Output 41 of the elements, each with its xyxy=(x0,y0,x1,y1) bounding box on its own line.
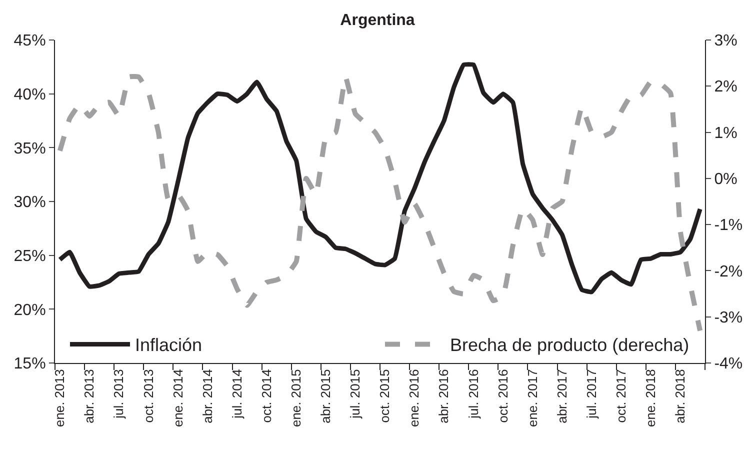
y2-tick-label: -2% xyxy=(714,263,743,280)
y2-tick-label: -1% xyxy=(714,217,743,234)
y2-tick-label: 1% xyxy=(714,124,738,142)
y2-tick-label: 3% xyxy=(714,32,738,50)
x-tick-label: jul. 2016 xyxy=(466,369,481,420)
x-tick-label: oct. 2014 xyxy=(258,369,274,423)
x-tick-label: abr. 2015 xyxy=(318,369,334,424)
x-tick-label: ene. 2016 xyxy=(406,369,422,428)
y-tick-label: 40% xyxy=(14,86,46,104)
x-tick-label: jul. 2014 xyxy=(229,369,244,420)
x-tick-label: ene. 2018 xyxy=(643,369,658,428)
y-tick-label: 15% xyxy=(14,356,46,373)
x-tick-label: abr. 2013 xyxy=(82,369,97,424)
y-tick-label: 30% xyxy=(14,194,46,212)
legend-label: Brecha de producto (derecha) xyxy=(450,335,690,356)
legend-label: Inflación xyxy=(135,335,202,356)
x-tick-label: jul. 2017 xyxy=(584,369,599,420)
y-tick-label: 45% xyxy=(14,32,46,50)
y-tick-label: 25% xyxy=(14,248,46,265)
x-tick-label: ene. 2015 xyxy=(288,369,304,428)
y-tick-label: 20% xyxy=(14,302,46,319)
x-tick-label: jul. 2015 xyxy=(348,369,363,420)
x-tick-label: ene. 2017 xyxy=(524,369,540,428)
y2-tick-label: -3% xyxy=(714,309,743,326)
y-tick-label: 35% xyxy=(14,140,46,158)
y2-tick-label: 2% xyxy=(714,78,738,96)
x-tick-label: oct. 2017 xyxy=(614,369,629,423)
y2-tick-label: 0% xyxy=(714,171,738,188)
line-series xyxy=(58,62,702,294)
x-tick-label: abr. 2018 xyxy=(672,369,688,424)
chart-title: Argentina xyxy=(340,12,415,30)
x-tick-label: abr. 2017 xyxy=(554,369,570,424)
x-tick-label: oct. 2016 xyxy=(495,369,510,423)
x-tick-label: abr. 2014 xyxy=(200,369,215,424)
y2-tick-label: -4% xyxy=(714,356,743,373)
x-tick-label: oct. 2015 xyxy=(377,369,392,423)
x-tick-label: jul. 2013 xyxy=(111,369,126,420)
x-tick-label: ene. 2013 xyxy=(52,369,68,428)
x-tick-label: ene. 2014 xyxy=(170,369,186,428)
x-tick-label: abr. 2016 xyxy=(436,369,452,424)
x-tick-label: oct. 2013 xyxy=(140,369,156,423)
